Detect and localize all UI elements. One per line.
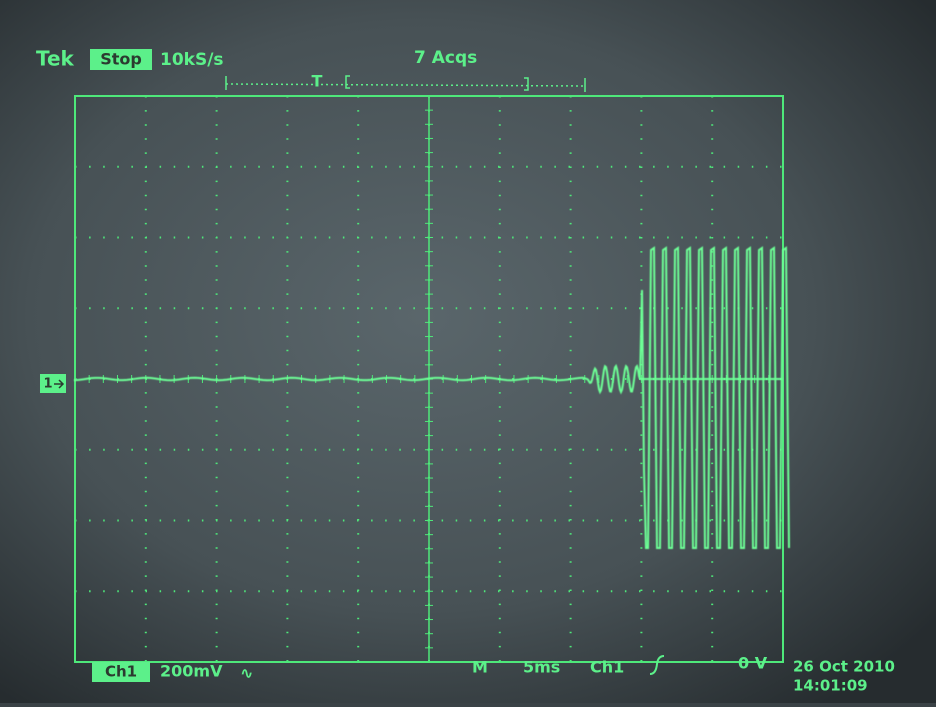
waveform [74,246,790,549]
sample-rate: 10kS/s [160,50,224,70]
trigger-level: 0 V [738,654,768,673]
channel-box [92,662,150,682]
channel-arrow [54,379,65,389]
trigger-bracket [225,75,586,92]
trigger-source: Ch1 [590,658,624,677]
timebase: 5ms [523,658,560,677]
trigger-position: T [312,72,323,91]
scale: 200mV [160,662,223,681]
date: 26 Oct 2010 [793,658,895,676]
status: Stop [100,50,142,69]
status-box [90,49,152,70]
timebase-label: M [472,658,488,677]
channel: Ch1 [105,663,137,681]
brand: Tek [36,47,75,71]
acquisitions: 7 Acqs [414,48,477,68]
coupling: ∿ [240,664,253,683]
trigger-slope [649,655,665,675]
channel-marker: 1 [43,377,52,392]
time: 14:01:09 [793,677,868,695]
